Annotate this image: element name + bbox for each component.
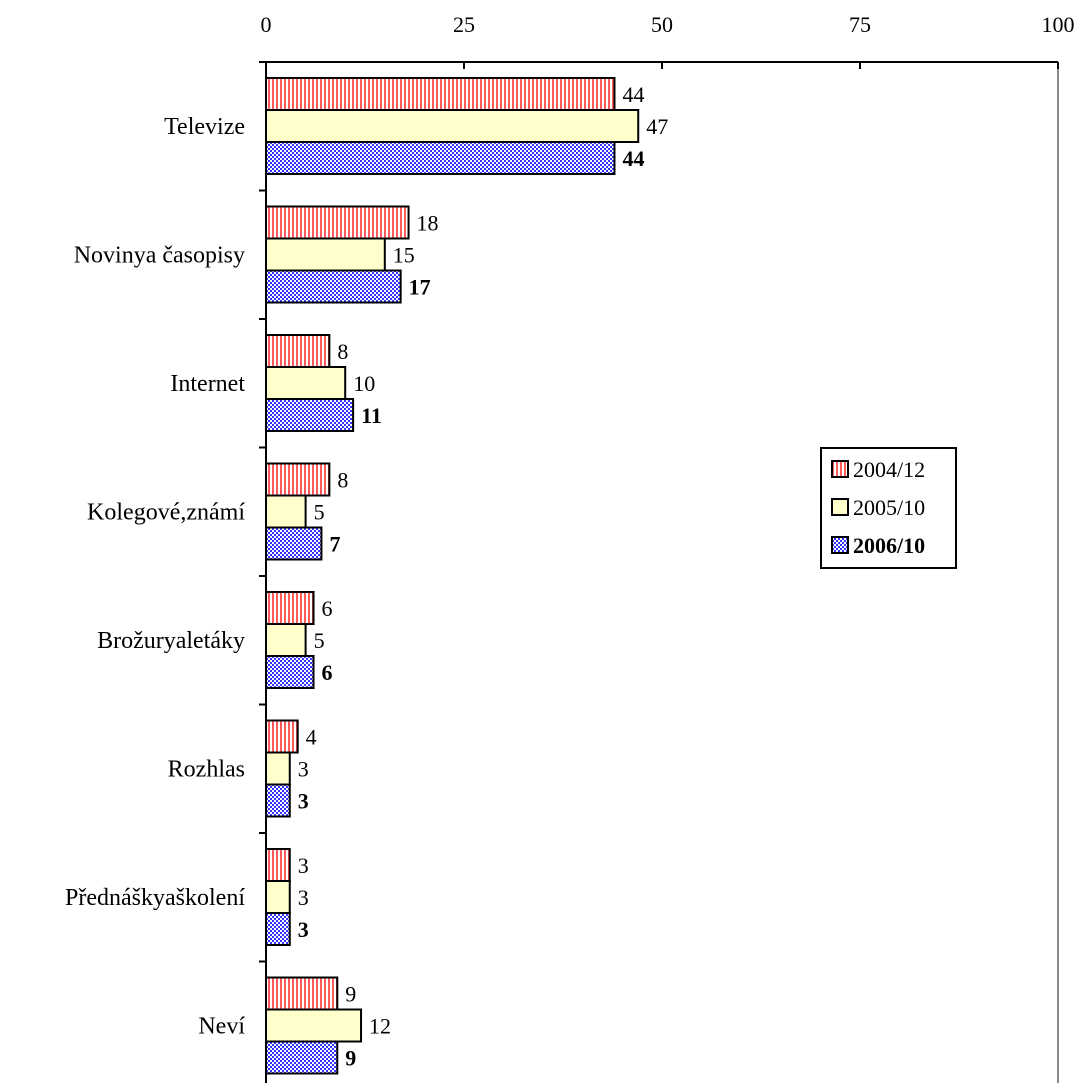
data-label: 3 (298, 853, 309, 878)
data-label: 10 (353, 371, 375, 396)
bar (265, 462, 331, 497)
legend-swatch (831, 498, 849, 516)
data-label: 9 (345, 1046, 356, 1071)
data-label: 3 (298, 885, 309, 910)
bar (265, 591, 315, 625)
data-label: 17 (409, 275, 431, 300)
legend-label: 2004/12 (853, 457, 925, 482)
bar (265, 269, 402, 304)
bar (265, 880, 291, 914)
data-label: 12 (369, 1014, 391, 1039)
bar (265, 366, 347, 400)
legend-label: 2006/10 (853, 533, 925, 558)
legend: 2004/12 2005/10 2006/10 (820, 447, 957, 569)
category-label: Kolegové,známí (87, 500, 245, 526)
data-label: 4 (306, 725, 317, 750)
category-label: Internet (170, 371, 245, 397)
data-label: 7 (329, 532, 340, 557)
x-tick-label: 50 (651, 12, 673, 37)
category-label: Přednáškyaškolení (65, 885, 245, 911)
bar (265, 1040, 339, 1075)
bar (265, 655, 315, 689)
bar (265, 237, 386, 272)
data-label: 8 (337, 339, 348, 364)
bar (265, 783, 291, 818)
legend-swatch (831, 536, 849, 554)
category-label: Neví (198, 1014, 245, 1040)
bar (265, 912, 291, 946)
legend-label: 2005/10 (853, 495, 925, 520)
category-label: Rozhlas (168, 757, 245, 783)
x-tick-label: 100 (1042, 12, 1075, 37)
data-label: 5 (314, 500, 325, 525)
bar (265, 334, 331, 368)
data-label: 47 (646, 114, 668, 139)
data-label: 5 (314, 628, 325, 653)
legend-swatch (831, 460, 849, 478)
bar (265, 77, 616, 111)
category-label: Televize (164, 114, 245, 140)
bar (265, 205, 410, 240)
bar (265, 719, 299, 754)
x-tick-label: 25 (453, 12, 475, 37)
x-tick-label: 0 (261, 12, 272, 37)
data-label: 3 (298, 917, 309, 942)
x-tick-label: 75 (849, 12, 871, 37)
data-label: 3 (298, 789, 309, 814)
bar (265, 526, 323, 561)
bar (265, 494, 307, 529)
bar (265, 109, 640, 143)
bar (265, 751, 291, 786)
data-label: 44 (622, 146, 644, 171)
bar (265, 848, 291, 882)
category-label: Novinya časopisy (74, 243, 245, 269)
data-label: 9 (345, 982, 356, 1007)
data-label: 18 (417, 211, 439, 236)
category-label: Brožuryaletáky (97, 628, 245, 654)
data-label: 3 (298, 757, 309, 782)
bars (265, 77, 640, 1075)
data-label: 8 (337, 468, 348, 493)
data-label: 6 (322, 596, 333, 621)
bar (265, 398, 355, 432)
bar (265, 141, 616, 175)
bar (265, 1008, 363, 1043)
bar (265, 976, 339, 1011)
bar (265, 623, 307, 657)
data-label: 44 (622, 82, 644, 107)
data-label: 11 (361, 403, 382, 428)
data-label: 6 (322, 660, 333, 685)
data-label: 15 (393, 243, 415, 268)
